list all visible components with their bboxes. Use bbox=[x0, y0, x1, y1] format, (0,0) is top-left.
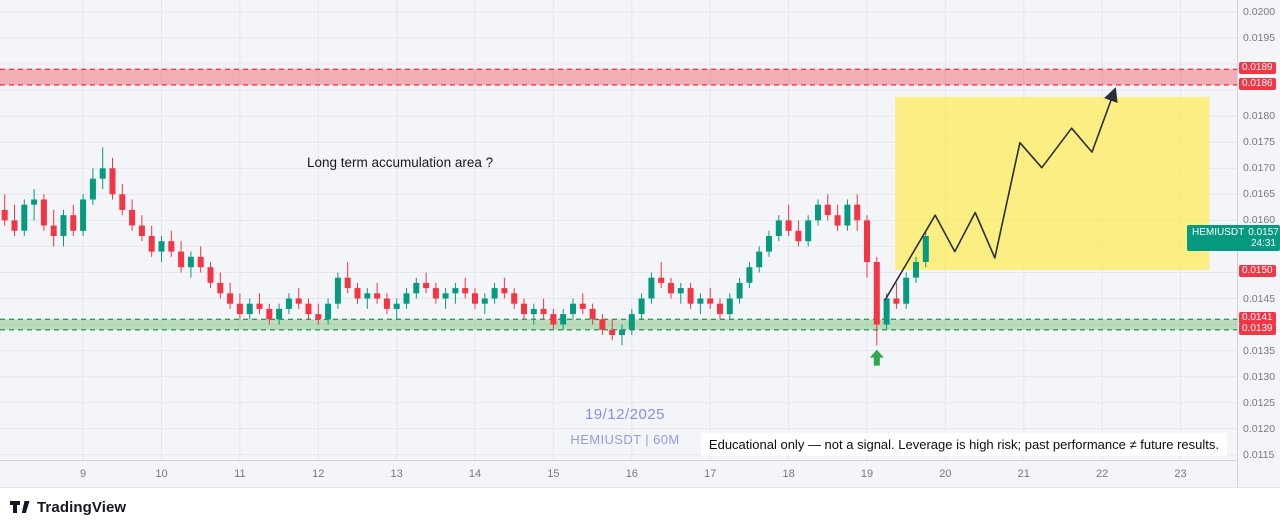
price-tick-label: 0.0130 bbox=[1243, 370, 1276, 383]
price-tick-label: 0.0195 bbox=[1243, 32, 1276, 45]
price-tag: 0.0150 bbox=[1239, 265, 1276, 278]
price-tick-label: 0.0200 bbox=[1243, 5, 1276, 18]
time-tick-label: 19 bbox=[860, 468, 874, 480]
disclaimer-text: Educational only — not a signal. Leverag… bbox=[700, 433, 1227, 456]
price-tick-label: 0.0165 bbox=[1243, 188, 1276, 201]
tradingview-logo[interactable]: TradingView bbox=[10, 498, 126, 516]
price-tick-label: 0.0115 bbox=[1243, 448, 1275, 461]
tradingview-wordmark: TradingView bbox=[37, 498, 127, 516]
price-tick-label: 0.0135 bbox=[1243, 344, 1276, 357]
time-tick-label: 16 bbox=[625, 468, 638, 480]
time-tick-label: 22 bbox=[1096, 468, 1109, 480]
buy-arrow-marker[interactable] bbox=[869, 349, 884, 366]
bar-countdown: 24:31 bbox=[1250, 237, 1276, 249]
price-tick-label: 0.0145 bbox=[1243, 292, 1276, 305]
accumulation-note[interactable]: Long term accumulation area ? bbox=[307, 155, 494, 170]
time-tick-label: 15 bbox=[547, 468, 560, 480]
price-tick-label: 0.0170 bbox=[1243, 162, 1276, 175]
time-tick-label: 23 bbox=[1174, 468, 1187, 480]
symbol-price-label: HEMIUSDT 0.0157 24:31 bbox=[1187, 224, 1280, 251]
time-tick-label: 14 bbox=[468, 468, 482, 480]
price-tag: 0.0139 bbox=[1239, 322, 1276, 335]
time-tick-label: 10 bbox=[155, 468, 168, 480]
time-tick-label: 13 bbox=[390, 468, 403, 480]
candles bbox=[1, 147, 929, 346]
price-tick-label: 0.0175 bbox=[1243, 136, 1276, 149]
time-tick-label: 18 bbox=[782, 468, 795, 480]
chart-pane[interactable]: 19/12/2025 HEMIUSDT | 60M Long term accu… bbox=[0, 0, 1237, 460]
price-tick-label: 0.0120 bbox=[1243, 422, 1276, 435]
projection-highlight-box[interactable] bbox=[895, 96, 1210, 270]
last-price: 0.0157 bbox=[1248, 226, 1279, 238]
price-tag: 0.0141 bbox=[1239, 312, 1276, 325]
time-tick-label: 21 bbox=[1017, 468, 1030, 480]
tradingview-logo-icon bbox=[10, 501, 30, 513]
time-tick-label: 12 bbox=[312, 468, 325, 480]
symbol-name: HEMIUSDT bbox=[1192, 226, 1245, 238]
time-tick-label: 11 bbox=[234, 468, 246, 480]
price-tag: 0.0189 bbox=[1239, 62, 1276, 75]
footer-bar: TradingView bbox=[0, 487, 1280, 526]
price-tick-label: 0.0180 bbox=[1243, 110, 1276, 123]
projection-zigzag-arrow[interactable] bbox=[884, 87, 1118, 301]
supply-demand-zones[interactable] bbox=[0, 68, 1237, 331]
candlestick-chart[interactable] bbox=[0, 0, 1237, 460]
price-tag: 0.0186 bbox=[1239, 77, 1276, 90]
time-tick-label: 9 bbox=[80, 468, 87, 480]
time-axis[interactable]: 9 10 11 12 13 14 15 16 17 18 19 20 21 22 23 bbox=[0, 460, 1237, 487]
price-tick-label: 0.0160 bbox=[1243, 214, 1276, 227]
time-tick-label: 17 bbox=[704, 468, 717, 480]
time-tick-label: 20 bbox=[939, 468, 952, 480]
price-tick-label: 0.0125 bbox=[1243, 396, 1276, 409]
